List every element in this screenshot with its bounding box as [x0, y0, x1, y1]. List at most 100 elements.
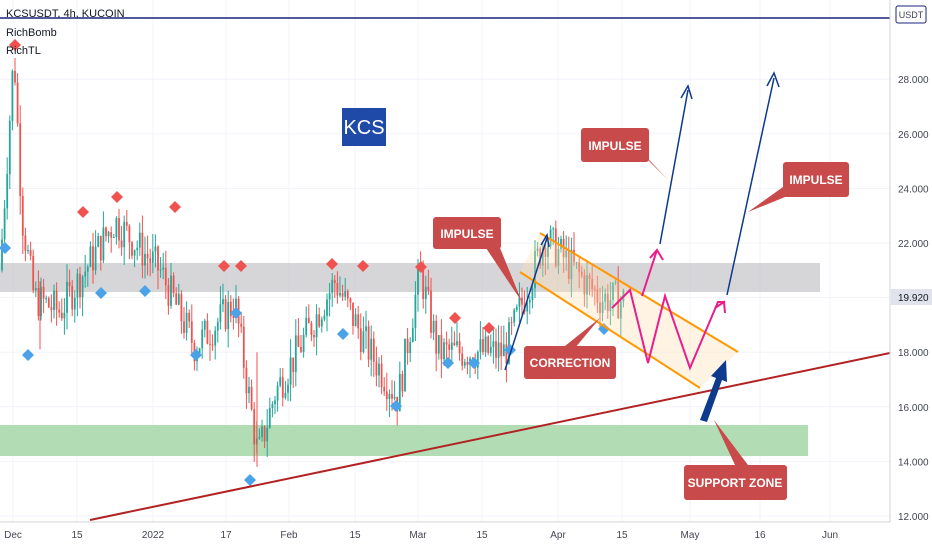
- y-tick-label: 28.000: [898, 75, 929, 86]
- symbol-header[interactable]: KCSUSDT, 4h, KUCOIN: [6, 8, 125, 20]
- candle-body: [125, 222, 128, 226]
- x-tick-label: Dec: [4, 530, 22, 541]
- candle-body: [586, 275, 588, 295]
- indicator-richbomb[interactable]: RichBomb: [6, 27, 57, 39]
- candle-body: [250, 386, 253, 410]
- candle-body: [497, 342, 500, 358]
- candle-body: [50, 307, 53, 311]
- candle-body: [521, 297, 523, 305]
- candle-body: [203, 320, 206, 330]
- sell-signal-icon: [449, 312, 461, 324]
- candle-body: [105, 227, 107, 237]
- x-tick-label: 17: [220, 530, 232, 541]
- candle-body: [263, 426, 266, 442]
- candle-body: [8, 120, 11, 175]
- candle-body: [476, 351, 479, 368]
- candle-body: [409, 342, 412, 354]
- candle-body: [549, 229, 552, 247]
- candle-body: [144, 253, 146, 266]
- candle-body: [528, 300, 531, 303]
- candle-body: [385, 391, 388, 400]
- candle-body: [534, 250, 536, 289]
- candle-body: [79, 273, 81, 298]
- candle-body: [271, 404, 274, 408]
- x-tick-label: Jun: [822, 530, 838, 541]
- candle-body: [349, 298, 352, 303]
- candle-body: [466, 362, 469, 365]
- candle-body: [183, 321, 185, 333]
- candle-body: [73, 297, 76, 310]
- candle-body: [19, 123, 22, 197]
- candle-body: [536, 248, 539, 251]
- candle-body: [547, 246, 549, 257]
- candle-body: [154, 246, 157, 252]
- candle-body: [175, 293, 178, 305]
- candle-body: [341, 292, 344, 297]
- candle-body: [188, 312, 191, 322]
- candle-body: [489, 346, 492, 353]
- candle-body: [276, 385, 279, 401]
- candle-body: [42, 286, 45, 299]
- candle-body: [599, 302, 601, 313]
- candle-body: [248, 386, 250, 394]
- buy-signal-icon: [390, 400, 402, 412]
- candle-body: [162, 267, 165, 270]
- candle-body: [92, 246, 94, 271]
- candle-body: [289, 357, 292, 385]
- projection-zigzag: [611, 288, 724, 371]
- time-axis-ticks[interactable]: Dec 15 2022 17 Feb 15 Mar 15 Apr 15 May 16 Jun: [4, 530, 838, 541]
- candle-body: [443, 342, 445, 360]
- buy-signal-icon: [22, 349, 34, 361]
- candle-body: [136, 247, 139, 251]
- indicator-richtl[interactable]: RichTL: [6, 45, 41, 57]
- candle-body: [261, 426, 263, 437]
- candle-body: [211, 344, 214, 346]
- candle-body: [430, 290, 432, 333]
- candle-body: [432, 320, 435, 333]
- price-axis[interactable]: [890, 0, 932, 550]
- y-tick-label: 12.000: [898, 512, 929, 523]
- y-tick-label: 22.000: [898, 239, 929, 250]
- candle-body: [159, 269, 162, 271]
- candle-body: [227, 301, 230, 330]
- candle-body: [456, 341, 458, 346]
- support-trendline: [89, 352, 891, 521]
- candle-body: [570, 249, 573, 279]
- candle-body: [201, 329, 204, 349]
- candle-body: [406, 338, 409, 354]
- candle-body: [138, 232, 141, 248]
- candle-body: [102, 227, 105, 261]
- candle-body: [313, 334, 315, 338]
- candle-body: [453, 342, 456, 346]
- candle-body: [554, 228, 557, 266]
- candle-body: [149, 258, 152, 263]
- candle-body: [292, 357, 295, 372]
- sell-signal-icon: [235, 260, 247, 272]
- candle-body: [391, 393, 393, 399]
- candle-body: [164, 267, 167, 286]
- candle-body: [310, 323, 313, 335]
- buy-signal-icon: [468, 357, 480, 369]
- candle-body: [531, 288, 534, 301]
- candle-body: [232, 316, 235, 318]
- candle-body: [268, 407, 271, 428]
- candle-body: [76, 273, 79, 298]
- candle-body: [58, 309, 61, 313]
- x-tick-label: 16: [754, 530, 766, 541]
- candle-body: [16, 82, 19, 124]
- candle-body: [281, 377, 284, 398]
- candle-body: [219, 304, 222, 323]
- currency-badge[interactable]: [895, 5, 927, 24]
- candle-body: [362, 331, 365, 353]
- candle-body: [354, 314, 357, 326]
- candle-body: [479, 339, 482, 352]
- candle-body: [24, 235, 27, 251]
- candle-body: [294, 335, 297, 372]
- candle-body: [209, 343, 211, 345]
- candle-body: [120, 240, 123, 248]
- candle-body: [580, 271, 583, 276]
- projection-arrowhead-1: [649, 248, 664, 261]
- candle-body: [245, 367, 248, 394]
- candle-body: [84, 271, 87, 277]
